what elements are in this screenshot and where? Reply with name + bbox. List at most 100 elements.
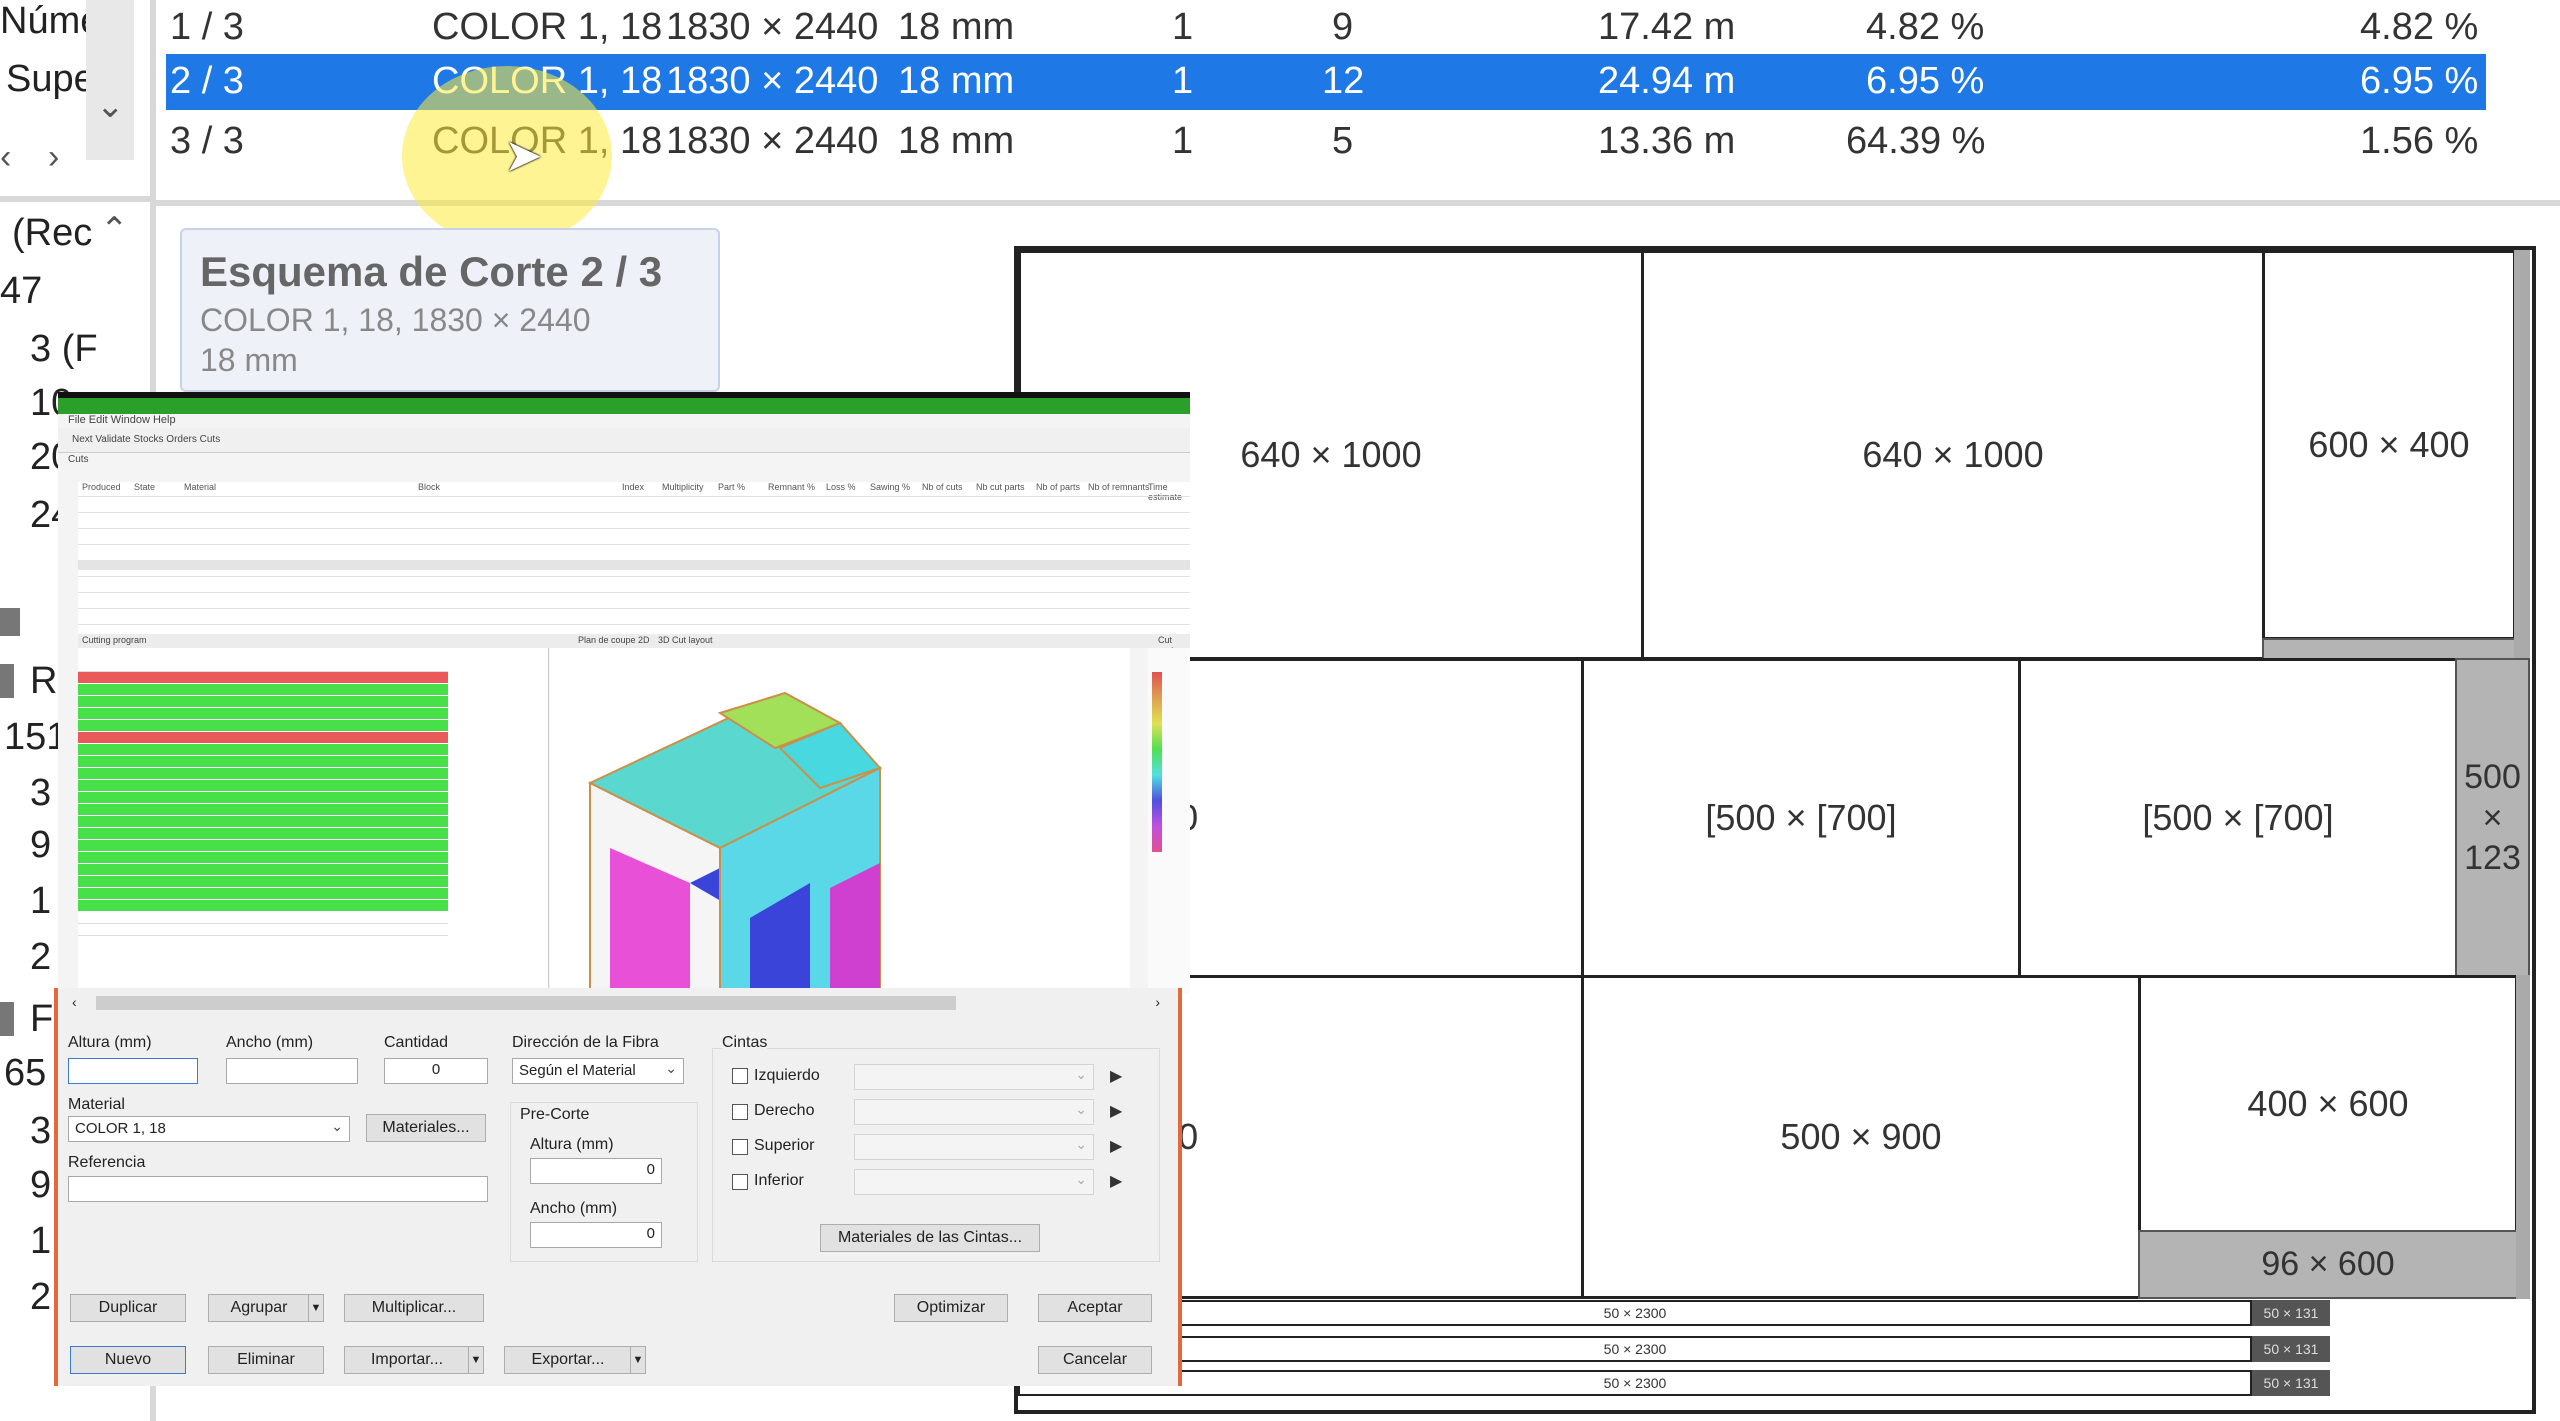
waste-strip [2516, 975, 2530, 1299]
table-row[interactable]: 3 / 3 COLOR 1, 18 1830 × 2440 18 mm 1 5 … [166, 114, 2486, 170]
piece[interactable]: 400 × 600 [2138, 975, 2518, 1233]
play-arrow-icon[interactable]: ▶ [1110, 1103, 1123, 1120]
dropdown-arrow-icon[interactable]: ▼ [468, 1347, 483, 1373]
cell-waste-total: 1.56 % [2360, 120, 2479, 162]
cell-size: 1830 × 2440 [666, 120, 879, 162]
chevron-down-icon: ⌄ [1075, 1066, 1087, 1082]
left-scrollbar[interactable] [86, 0, 134, 160]
strip-piece[interactable]: 50 × 2300 [1018, 1336, 2252, 1362]
fibra-select[interactable]: Según el Material ⌄ [512, 1058, 684, 1084]
play-arrow-icon[interactable]: ▶ [1110, 1173, 1123, 1190]
nuevo-button[interactable]: Nuevo [70, 1346, 186, 1374]
splitter[interactable] [150, 200, 2560, 206]
chevron-down-icon: ⌄ [1075, 1101, 1087, 1117]
piece[interactable]: 600 × 400 [2262, 250, 2516, 640]
video-col-header: Index [622, 482, 645, 492]
cancelar-button[interactable]: Cancelar [1038, 1346, 1152, 1374]
superior-checkbox[interactable] [732, 1139, 748, 1155]
cantidad-input[interactable]: 0 [384, 1058, 488, 1084]
cell-thickness: 18 mm [898, 120, 1015, 162]
scroll-right-icon[interactable]: › [1155, 994, 1160, 1010]
cell-index: 1 / 3 [170, 6, 244, 48]
derecho-checkbox[interactable] [732, 1104, 748, 1120]
cell-size: 1830 × 2440 [666, 60, 879, 102]
cell-index: 3 / 3 [170, 120, 244, 162]
duplicar-button[interactable]: Duplicar [70, 1294, 186, 1322]
cell-waste-total: 6.95 % [2360, 60, 2479, 102]
cantidad-label: Cantidad [384, 1034, 449, 1051]
video-panel-tab: 3D Cut layout [658, 635, 713, 645]
inferior-select[interactable]: ⌄ [854, 1169, 1094, 1195]
derecho-select[interactable]: ⌄ [854, 1099, 1094, 1125]
aceptar-button[interactable]: Aceptar [1038, 1294, 1152, 1322]
embedded-video-screenshot: File Edit Window Help Next Validate Stoc… [58, 392, 1190, 994]
superior-select[interactable]: ⌄ [854, 1134, 1094, 1160]
left-label-superficie: Supe [6, 58, 95, 100]
piece[interactable]: [500 × [700] [1581, 658, 2021, 978]
video-col-header: Block [418, 482, 441, 492]
referencia-input[interactable] [68, 1176, 488, 1202]
materiales-cintas-button[interactable]: Materiales de las Cintas... [820, 1224, 1040, 1252]
left-item: (Rec [12, 212, 93, 254]
chevron-right-icon[interactable]: › [48, 138, 60, 176]
strip-end-piece[interactable]: 50 × 131 [2252, 1370, 2330, 1396]
video-toolbar-text: Next Validate Stocks Orders Cuts [72, 434, 221, 445]
importar-button[interactable]: Importar... ▼ [344, 1346, 484, 1374]
altura-input[interactable] [68, 1058, 198, 1084]
cell-waste: 64.39 % [1846, 120, 1986, 162]
inferior-checkbox[interactable] [732, 1174, 748, 1190]
cintas-label: Cintas [722, 1034, 768, 1052]
waste-piece[interactable]: 96 × 600 [2138, 1230, 2518, 1299]
agrupar-label: Agrupar [230, 1299, 288, 1316]
derecho-label: Derecho [754, 1102, 815, 1119]
eliminar-button[interactable]: Eliminar [208, 1346, 324, 1374]
cutting-layout-sheet[interactable]: 640 × 1000 640 × 1000 600 × 400 500 × 90… [1014, 246, 2536, 1414]
fibra-select-value: Según el Material [519, 1062, 636, 1079]
play-arrow-icon[interactable]: ▶ [1110, 1068, 1123, 1085]
video-titlebar [58, 398, 1190, 414]
video-panel-tab: Cutting program [82, 635, 147, 645]
superior-label: Superior [754, 1137, 815, 1154]
multiplicar-button[interactable]: Multiplicar... [344, 1294, 484, 1322]
dropdown-arrow-icon[interactable]: ▼ [308, 1295, 323, 1321]
play-arrow-icon[interactable]: ▶ [1110, 1138, 1123, 1155]
scroll-left-icon[interactable]: ‹ [72, 994, 77, 1010]
video-col-header: Material [184, 482, 217, 492]
chevron-left-icon[interactable]: ‹ [0, 138, 12, 176]
exportar-button[interactable]: Exportar... ▼ [504, 1346, 646, 1374]
ancho-input[interactable] [226, 1058, 358, 1084]
video-col-header: Loss % [826, 482, 856, 492]
pre-altura-input[interactable]: 0 [530, 1158, 662, 1184]
optimizar-button[interactable]: Optimizar [894, 1294, 1008, 1322]
izquierdo-checkbox[interactable] [732, 1068, 748, 1084]
left-item: 65 [4, 1052, 47, 1094]
pre-ancho-input[interactable]: 0 [530, 1222, 662, 1248]
scrollbar-thumb[interactable] [96, 996, 956, 1010]
strip-piece[interactable]: 50 × 2300 [1018, 1300, 2252, 1326]
dropdown-arrow-icon[interactable]: ▼ [630, 1347, 645, 1373]
strip-end-piece[interactable]: 50 × 131 [2252, 1300, 2330, 1326]
materiales-button[interactable]: Materiales... [366, 1114, 486, 1142]
horizontal-scrollbar[interactable]: ‹ › [66, 992, 1166, 1014]
chevron-up-icon[interactable]: ⌃ [100, 211, 129, 249]
piece[interactable]: [500 × [700] [2018, 658, 2458, 978]
video-col-header: Produced [82, 482, 121, 492]
piece[interactable]: 640 × 1000 [1641, 250, 2265, 660]
chevron-down-icon[interactable]: ⌄ [96, 87, 125, 125]
table-row[interactable]: 1 / 3 COLOR 1, 18 1830 × 2440 18 mm 1 9 … [166, 0, 2486, 56]
izquierdo-select[interactable]: ⌄ [854, 1064, 1094, 1090]
cell-count: 1 [1172, 6, 1194, 48]
altura-label: Altura (mm) [68, 1034, 152, 1051]
video-menubar: File Edit Window Help [68, 414, 176, 426]
agrupar-button[interactable]: Agrupar ▼ [208, 1294, 324, 1322]
piece[interactable]: 500 × 900 [1581, 975, 2141, 1299]
strip-end-piece[interactable]: 50 × 131 [2252, 1336, 2330, 1362]
left-label-numero: Núme [0, 0, 102, 42]
strip-piece[interactable]: 50 × 2300 [1018, 1370, 2252, 1396]
precorte-label: Pre-Corte [520, 1106, 590, 1123]
material-select[interactable]: COLOR 1, 18 ⌄ [68, 1116, 350, 1142]
waste-piece[interactable]: 500 × 123 [2455, 658, 2530, 978]
video-toolbar: Next Validate Stocks Orders Cuts [58, 428, 1190, 453]
left-item: 47 [0, 270, 43, 312]
pre-ancho-label: Ancho (mm) [530, 1200, 618, 1217]
